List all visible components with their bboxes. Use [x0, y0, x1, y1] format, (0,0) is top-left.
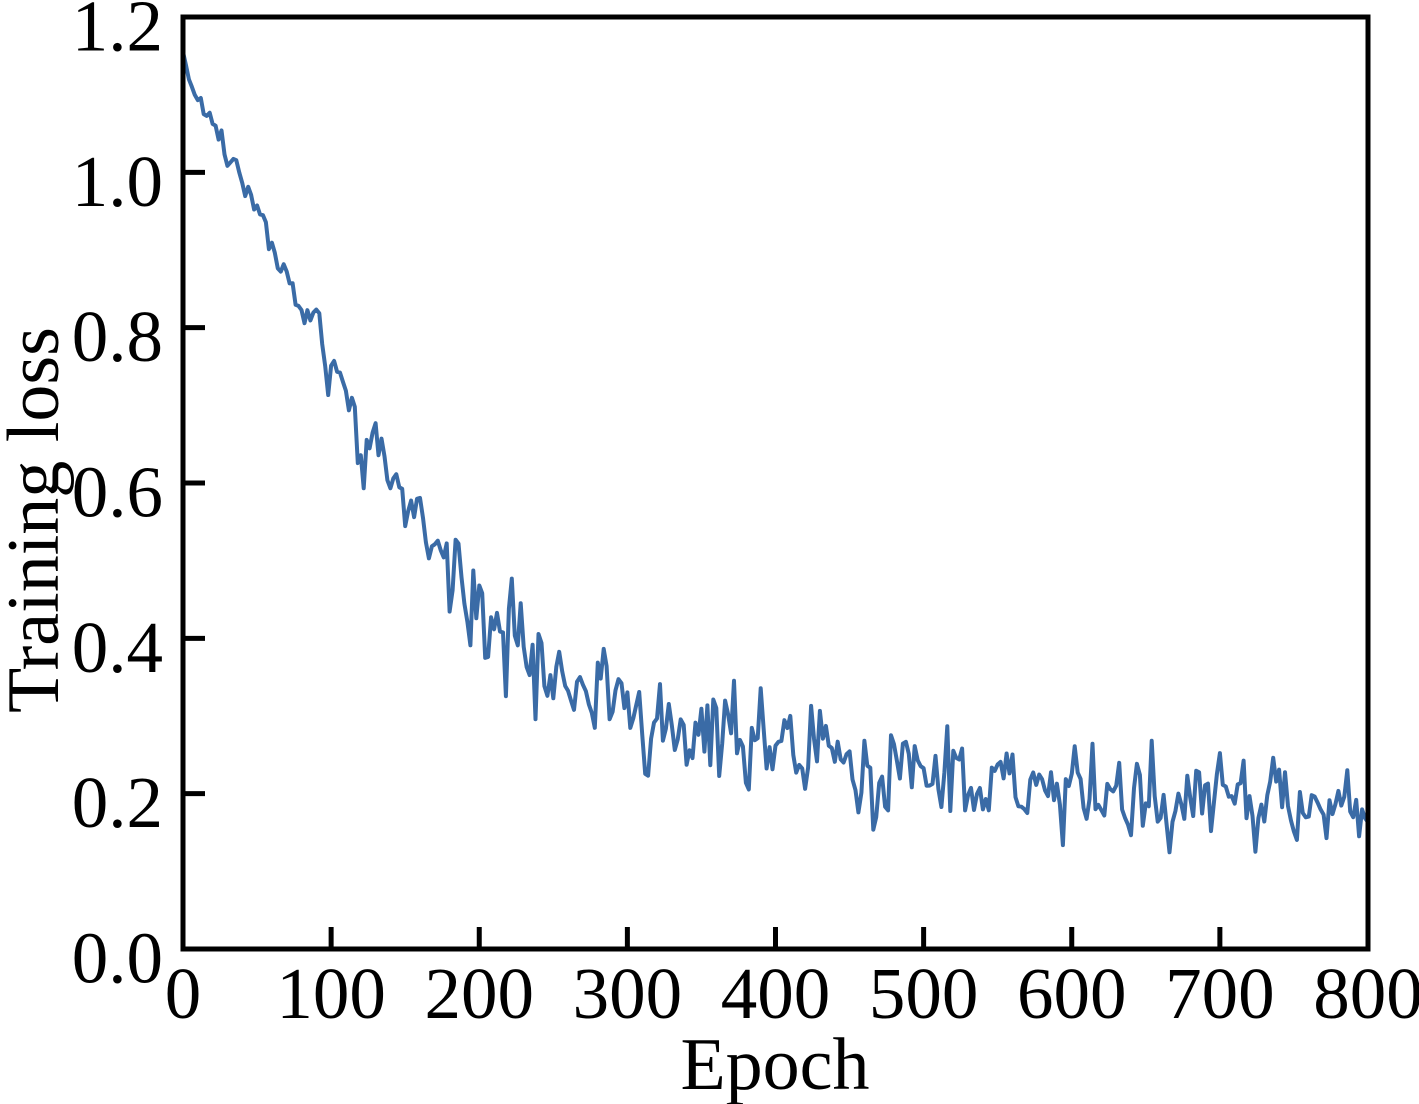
y-tick-label: 0.4 — [72, 607, 163, 688]
y-axis-tick-labels: 0.0 0.2 0.4 0.6 0.8 1.0 1.2 — [72, 0, 163, 999]
x-tick-label: 300 — [573, 953, 683, 1034]
x-tick-label: 0 — [165, 953, 202, 1034]
y-axis-title: Training loss — [0, 327, 75, 713]
x-axis-title: Epoch — [680, 1024, 869, 1104]
x-axis-tick-labels: 0 100 200 300 400 500 600 700 800 — [165, 953, 1419, 1034]
x-tick-label: 700 — [1165, 953, 1275, 1034]
x-axis-ticks — [180, 927, 1371, 947]
x-tick-label: 500 — [869, 953, 979, 1034]
x-tick-label: 400 — [721, 953, 831, 1034]
training-loss-curve — [181, 51, 1370, 855]
y-tick-label: 0.2 — [72, 762, 163, 843]
x-tick-label: 100 — [276, 953, 386, 1034]
y-axis-ticks — [185, 14, 205, 952]
y-tick-label: 0.0 — [72, 918, 163, 999]
y-tick-label: 1.0 — [72, 141, 163, 222]
x-tick-label: 200 — [425, 953, 535, 1034]
x-tick-label: 600 — [1017, 953, 1127, 1034]
y-tick-label: 0.8 — [72, 296, 163, 377]
x-tick-label: 800 — [1313, 953, 1419, 1034]
plot-frame — [180, 14, 1371, 952]
y-tick-label: 0.6 — [72, 452, 163, 533]
y-tick-label: 1.2 — [72, 0, 163, 67]
